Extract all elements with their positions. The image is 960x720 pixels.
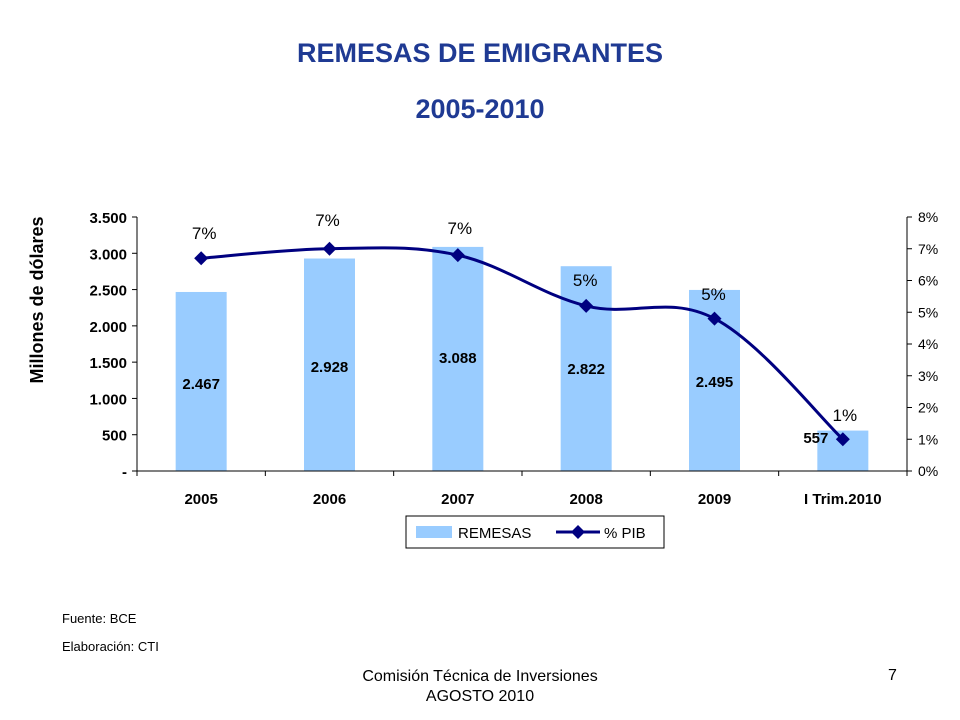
y-left-tick-label: 3.000: [89, 246, 127, 263]
y-right-tick-label: 7%: [918, 241, 938, 257]
x-tick-label: 2006: [313, 491, 346, 508]
pib-value-label: 7%: [315, 211, 340, 230]
pib-line: [201, 246, 844, 441]
y-right-tick-label: 8%: [918, 209, 938, 225]
credit-note: Elaboración: CTI: [62, 639, 159, 654]
y-right-tick-label: 3%: [918, 368, 938, 384]
pib-marker-2008: [579, 298, 594, 313]
legend-label-remesas: REMESAS: [458, 525, 531, 542]
legend-marker-pib: [571, 525, 585, 539]
pib-marker-2009: [707, 311, 722, 326]
y-left-tick-label: 500: [102, 428, 127, 445]
x-tick-label: 2005: [184, 491, 217, 508]
bar-2006: [304, 258, 355, 471]
x-tick-label: 2007: [441, 491, 474, 508]
x-tick-label: I Trim.2010: [804, 491, 882, 508]
bar-value-label: 2.822: [567, 361, 605, 378]
pib-value-label: 5%: [701, 285, 726, 304]
y-right-tick-label: 6%: [918, 273, 938, 289]
bar-value-label: 2.928: [311, 359, 349, 376]
y-right-tick-label: 4%: [918, 336, 938, 352]
pib-marker-2005: [194, 251, 209, 266]
y-left-tick-label: 1.000: [89, 391, 127, 408]
page-number: 7: [888, 667, 897, 684]
y-left-tick-label: 3.500: [89, 210, 127, 227]
bar-2007: [432, 246, 484, 471]
pib-value-label: 7%: [448, 219, 473, 238]
x-tick-label: 2009: [698, 491, 731, 508]
y-left-tick-label: -: [122, 464, 127, 481]
bar-2005: [175, 291, 227, 471]
pib-marker-2006: [322, 241, 337, 256]
footer-line-1: Comisión Técnica de Inversiones: [362, 668, 598, 685]
x-tick-label: 2008: [569, 491, 602, 508]
pib-marker-I Trim.2010: [835, 432, 850, 447]
legend-swatch-remesas: [416, 526, 452, 538]
legend-label-pib: % PIB: [604, 525, 646, 542]
axes-layer: - 500 1.000 1.500 2.000 2.500 3.000 3.500 0% 1% 2%…: [27, 209, 938, 508]
footer-organization: Comisión Técnica de Inversiones AGOSTO 2…: [280, 667, 680, 707]
bars-layer: [175, 246, 869, 471]
pib-marker-2007: [450, 248, 465, 263]
bar-value-label: 2.495: [696, 374, 734, 391]
line-layer: [194, 241, 850, 447]
remittances-chart: - 500 1.000 1.500 2.000 2.500 3.000 3.500 0% 1% 2%…: [27, 209, 938, 549]
source-note: Fuente: BCE: [62, 611, 137, 626]
y-left-tick-label: 2.000: [89, 319, 127, 336]
pib-value-label: 5%: [573, 271, 598, 290]
pib-value-label: 1%: [833, 406, 858, 425]
y-right-tick-label: 5%: [918, 304, 938, 320]
legend: REMESAS % PIB: [405, 515, 665, 549]
y-left-tick-label: 1.500: [89, 355, 127, 372]
y-axis-title: Millones de dólares: [27, 216, 47, 383]
y-right-tick-label: 1%: [918, 431, 938, 447]
slide-title: REMESAS DE EMIGRANTES: [296, 38, 664, 68]
slide-subtitle: 2005-2010: [415, 94, 545, 124]
bar-value-label: 2.467: [182, 376, 220, 393]
bar-value-label: 3.088: [439, 350, 477, 367]
y-left-tick-label: 2.500: [89, 283, 127, 300]
footer-line-2: AGOSTO 2010: [425, 688, 535, 705]
y-right-tick-label: 2%: [918, 400, 938, 416]
pib-value-label: 7%: [192, 224, 217, 243]
bar-value-label: 557: [803, 430, 828, 447]
y-right-tick-label: 0%: [918, 463, 938, 479]
labels-layer: 2.467 2.928 3.088 2.822 2.495 557 7% 7% 7% 5% 5% 1%: [182, 211, 857, 447]
